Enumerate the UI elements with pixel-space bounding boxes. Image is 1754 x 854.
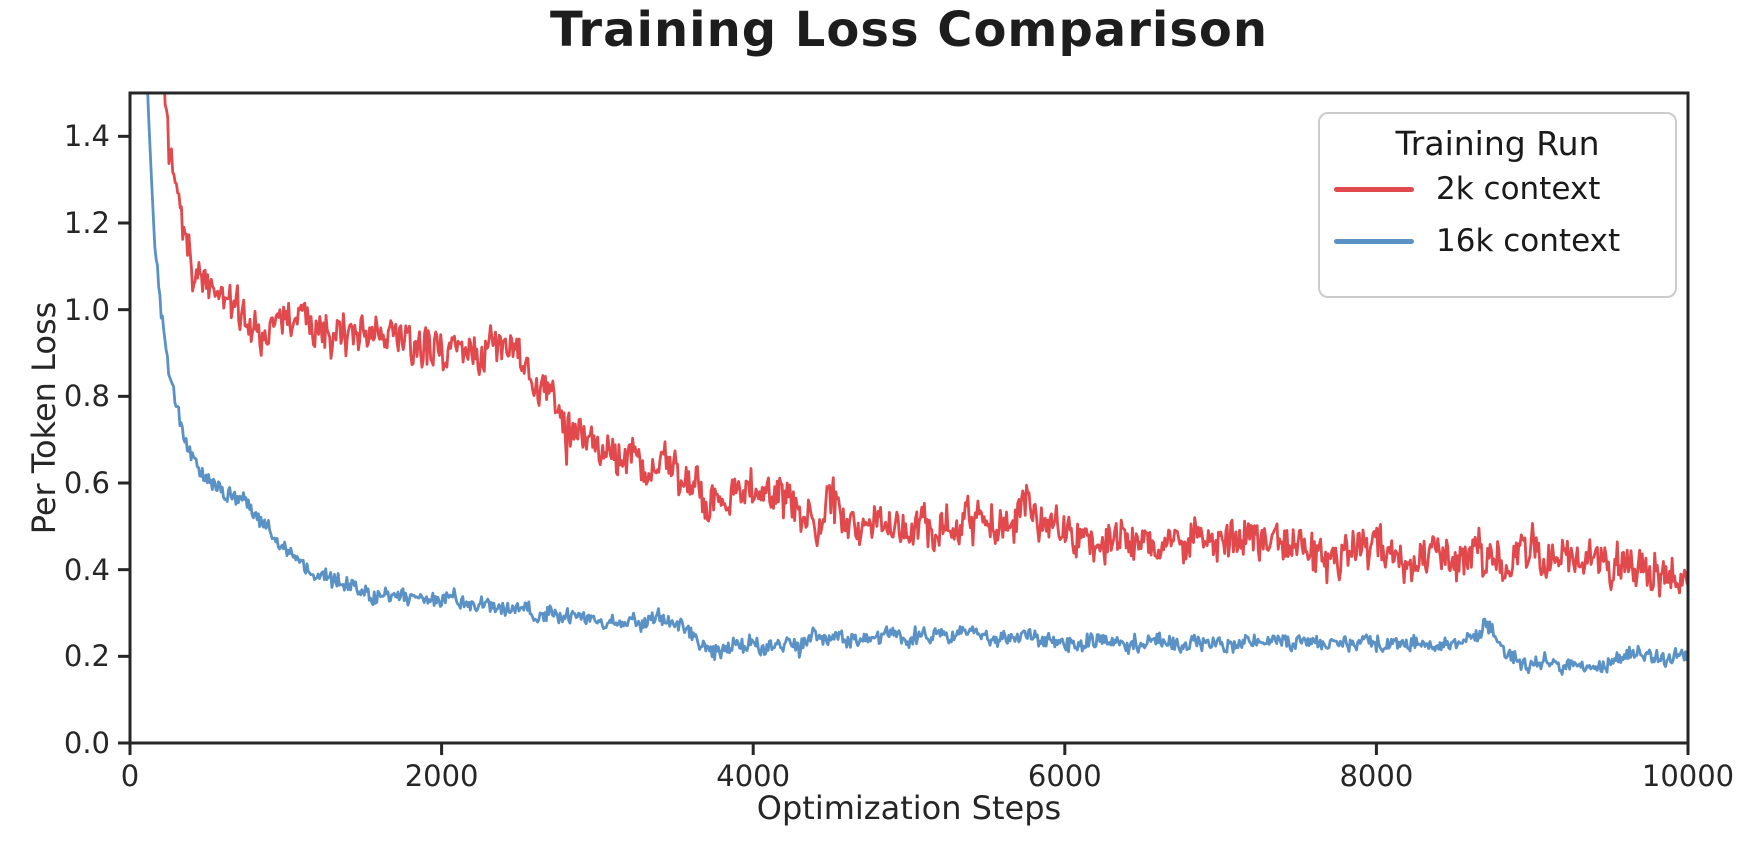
x-tick-label: 6000	[1027, 759, 1102, 793]
y-tick-label: 0.0	[63, 726, 110, 760]
legend-label-2k: 2k context	[1436, 171, 1601, 207]
chart-title: Training Loss Comparison	[549, 2, 1269, 58]
legend-label-16k: 16k context	[1436, 223, 1621, 259]
x-tick-label: 8000	[1339, 759, 1414, 793]
x-tick-label: 2000	[404, 759, 479, 793]
y-tick-label: 1.0	[63, 292, 110, 327]
y-tick-label: 1.4	[63, 119, 110, 154]
x-tick-label: 4000	[716, 759, 791, 793]
legend: Training Run 2k context 16k context	[1318, 112, 1677, 298]
legend-line-swatch-16k	[1334, 238, 1414, 244]
axes-spines	[128, 91, 1690, 745]
y-tick-label: 0.2	[63, 639, 110, 674]
legend-entry-2k: 2k context	[1320, 163, 1675, 215]
series-line-16k-context	[146, 93, 1688, 676]
y-tick-label: 0.6	[63, 466, 110, 500]
x-tick-label: 0	[120, 759, 140, 793]
x-tick-label: 10000	[1641, 759, 1735, 793]
legend-line-swatch-2k	[1334, 186, 1414, 192]
legend-entry-16k: 16k context	[1320, 215, 1675, 267]
legend-title: Training Run	[1395, 124, 1600, 163]
y-tick-label: 1.2	[63, 206, 110, 240]
y-tick-label: 0.8	[63, 379, 110, 414]
series-line-2k-context	[163, 93, 1688, 598]
y-tick-label: 0.4	[63, 552, 110, 587]
x-axis-label: Optimization Steps	[756, 789, 1062, 827]
